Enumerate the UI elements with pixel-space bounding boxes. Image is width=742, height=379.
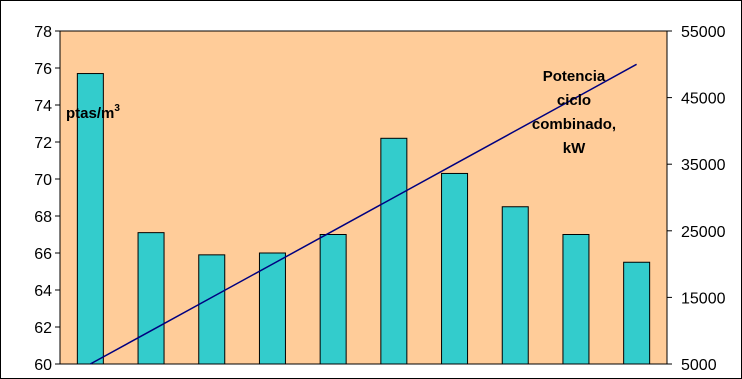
- bar: [137, 232, 165, 365]
- y2-tick-label: 35000: [681, 157, 726, 174]
- bar: [501, 206, 529, 365]
- series-line: [89, 63, 637, 365]
- bar: [441, 172, 469, 365]
- y-tick-label: 74: [34, 98, 52, 115]
- bar: [380, 137, 408, 365]
- secondary-axis-label-line: kW: [563, 140, 586, 157]
- bar: [562, 234, 590, 365]
- y-tick-label: 78: [34, 24, 52, 41]
- bar: [76, 73, 104, 365]
- y2-tick-label: 5000: [681, 357, 717, 374]
- y2-tick-label: 15000: [681, 290, 726, 307]
- secondary-axis-label-line: combinado,: [532, 116, 616, 133]
- y-tick-label: 64: [34, 283, 52, 300]
- y-tick-label: 60: [34, 357, 52, 374]
- secondary-axis-label-line: Potencia: [543, 68, 606, 85]
- y-tick-label: 72: [34, 135, 52, 152]
- bar: [258, 252, 286, 365]
- y-tick-label: 70: [34, 172, 52, 189]
- bar: [319, 234, 347, 365]
- y-tick-label: 62: [34, 320, 52, 337]
- secondary-axis-label-line: ciclo: [557, 92, 591, 109]
- y-axis-label: ptas/m3: [66, 103, 120, 122]
- y2-tick-label: 25000: [681, 224, 726, 241]
- y-tick-label: 68: [34, 209, 52, 226]
- y2-tick-label: 45000: [681, 91, 726, 108]
- y-tick-label: 76: [34, 61, 52, 78]
- bar: [198, 254, 226, 365]
- y-tick-label: 66: [34, 246, 52, 263]
- y2-tick-label: 55000: [681, 24, 726, 41]
- bar: [623, 261, 651, 365]
- secondary-axis-label: Potencia ciclo combinado, kW: [532, 68, 616, 157]
